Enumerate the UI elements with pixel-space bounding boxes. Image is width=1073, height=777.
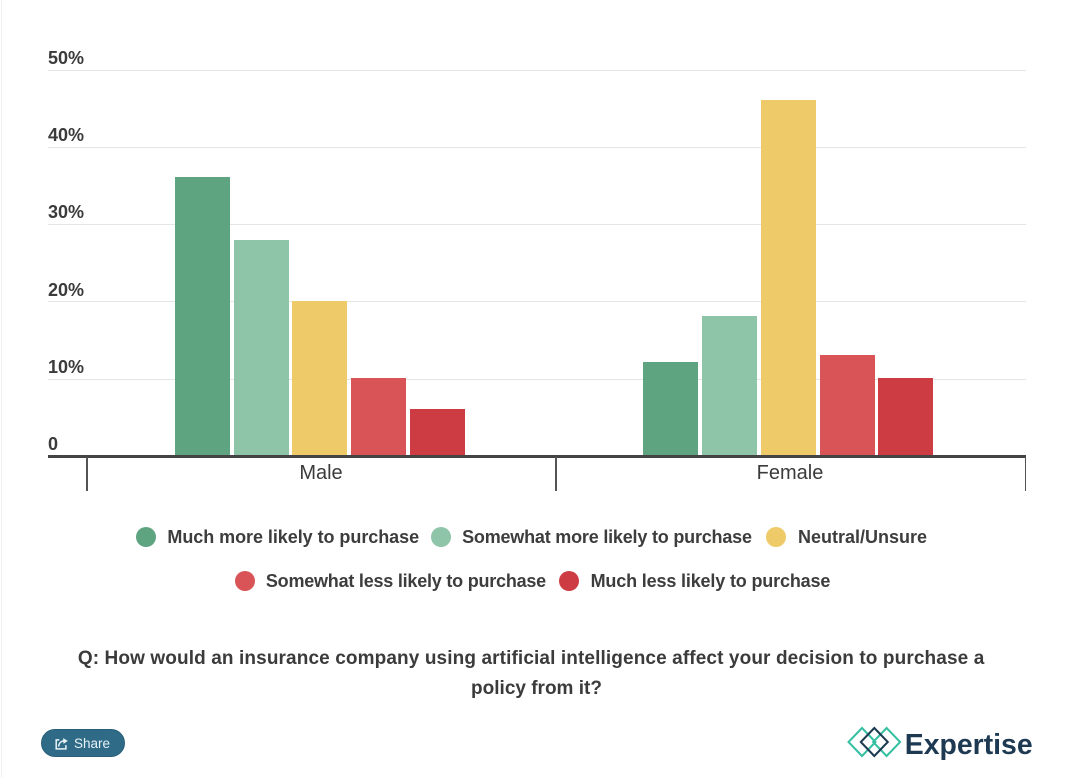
svg-text:Expertise: Expertise (905, 729, 1033, 761)
